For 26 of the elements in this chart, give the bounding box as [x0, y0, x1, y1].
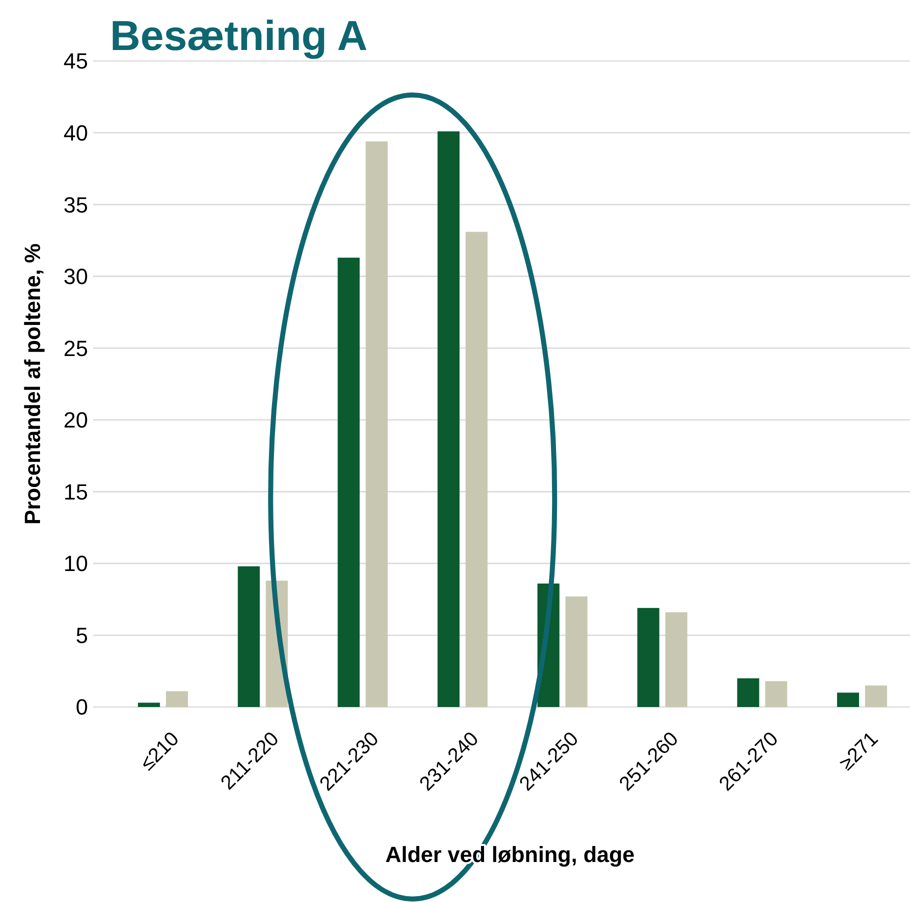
y-tick-label: 35: [64, 192, 88, 218]
bar: [338, 258, 360, 707]
y-tick-label: 15: [64, 479, 88, 504]
y-tick-label: 45: [64, 48, 88, 74]
bar: [865, 685, 888, 707]
y-tick-label: 30: [64, 264, 88, 290]
y-axis-title: Procentandel af poltene, %: [20, 243, 45, 525]
chart-title: Besætning A: [110, 12, 368, 59]
y-tick-label: 20: [64, 408, 88, 433]
bar: [138, 702, 160, 707]
bar: [438, 131, 460, 707]
bar: [238, 566, 260, 707]
bar: [166, 691, 188, 707]
bar: [466, 232, 488, 707]
bar: [837, 692, 860, 707]
bar: [637, 608, 660, 707]
y-tick-label: 10: [64, 551, 88, 576]
bar: [665, 612, 688, 707]
y-tick-label: 25: [64, 336, 88, 361]
y-tick-label: 0: [76, 694, 88, 720]
bar: [565, 596, 588, 707]
bar: [737, 678, 760, 707]
bar: [366, 141, 388, 707]
y-tick-label: 5: [76, 622, 88, 648]
bar: [765, 681, 788, 707]
y-tick-label: 40: [64, 120, 88, 146]
